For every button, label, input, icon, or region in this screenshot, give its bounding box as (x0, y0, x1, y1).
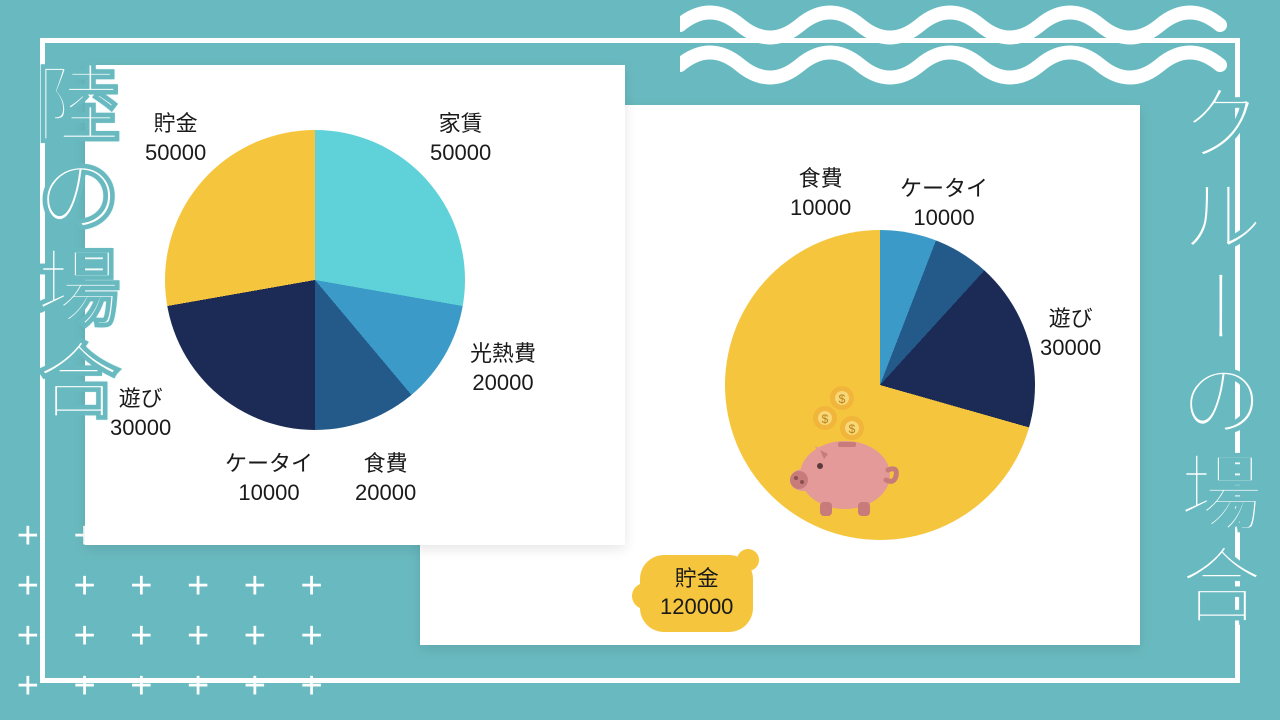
slice-label: 遊び 30000 (1040, 305, 1101, 362)
svg-text:$: $ (839, 392, 846, 406)
svg-text:$: $ (822, 412, 829, 426)
svg-text:$: $ (849, 422, 856, 436)
plus-row: + + + + + + + (0, 565, 335, 608)
slice-label: 貯金 120000 (640, 555, 753, 632)
title-left: 陸の場合 (12, 60, 133, 430)
slice-label: ケータイ 10000 (900, 175, 988, 232)
title-right: クルーの場合 (1155, 80, 1276, 634)
slice-label: 食費 10000 (790, 165, 851, 222)
plus-row: + + + + + + + (0, 615, 335, 658)
wave-icon (680, 0, 1240, 90)
slice-label: 食費 20000 (355, 450, 416, 507)
slice-label: 家賃 50000 (430, 110, 491, 167)
slice-label: 貯金 50000 (145, 110, 206, 167)
slice-label: 光熱費 20000 (470, 340, 536, 397)
piggy-bank-icon: $ $ $ (780, 380, 910, 520)
pie-chart-left (165, 130, 465, 430)
slice-label: ケータイ 10000 (225, 450, 313, 507)
plus-row: + + + + + + + (0, 665, 335, 708)
